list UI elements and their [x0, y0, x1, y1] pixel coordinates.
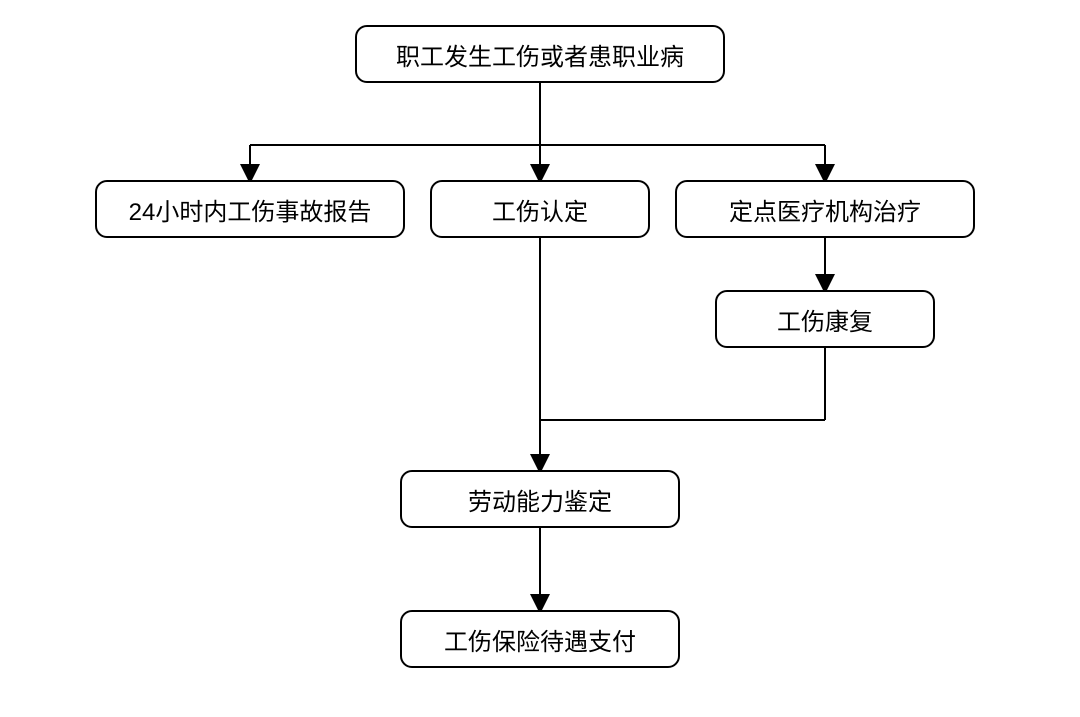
flowchart-node-n2: 24小时内工伤事故报告 — [95, 180, 405, 238]
node-label: 定点医疗机构治疗 — [729, 192, 921, 227]
flowchart-node-n1: 职工发生工伤或者患职业病 — [355, 25, 725, 83]
node-label: 工伤认定 — [492, 192, 588, 227]
node-label: 24小时内工伤事故报告 — [129, 192, 372, 227]
node-label: 劳动能力鉴定 — [468, 482, 612, 517]
node-label: 职工发生工伤或者患职业病 — [396, 37, 684, 72]
flowchart-container: 职工发生工伤或者患职业病 24小时内工伤事故报告 工伤认定 定点医疗机构治疗工伤康复劳… — [0, 0, 1080, 717]
flowchart-node-n6: 劳动能力鉴定 — [400, 470, 680, 528]
flowchart-node-n7: 工伤保险待遇支付 — [400, 610, 680, 668]
node-label: 工伤康复 — [777, 302, 873, 337]
node-label: 工伤保险待遇支付 — [444, 622, 636, 657]
flowchart-node-n5: 工伤康复 — [715, 290, 935, 348]
flowchart-node-n4: 定点医疗机构治疗 — [675, 180, 975, 238]
flowchart-node-n3: 工伤认定 — [430, 180, 650, 238]
